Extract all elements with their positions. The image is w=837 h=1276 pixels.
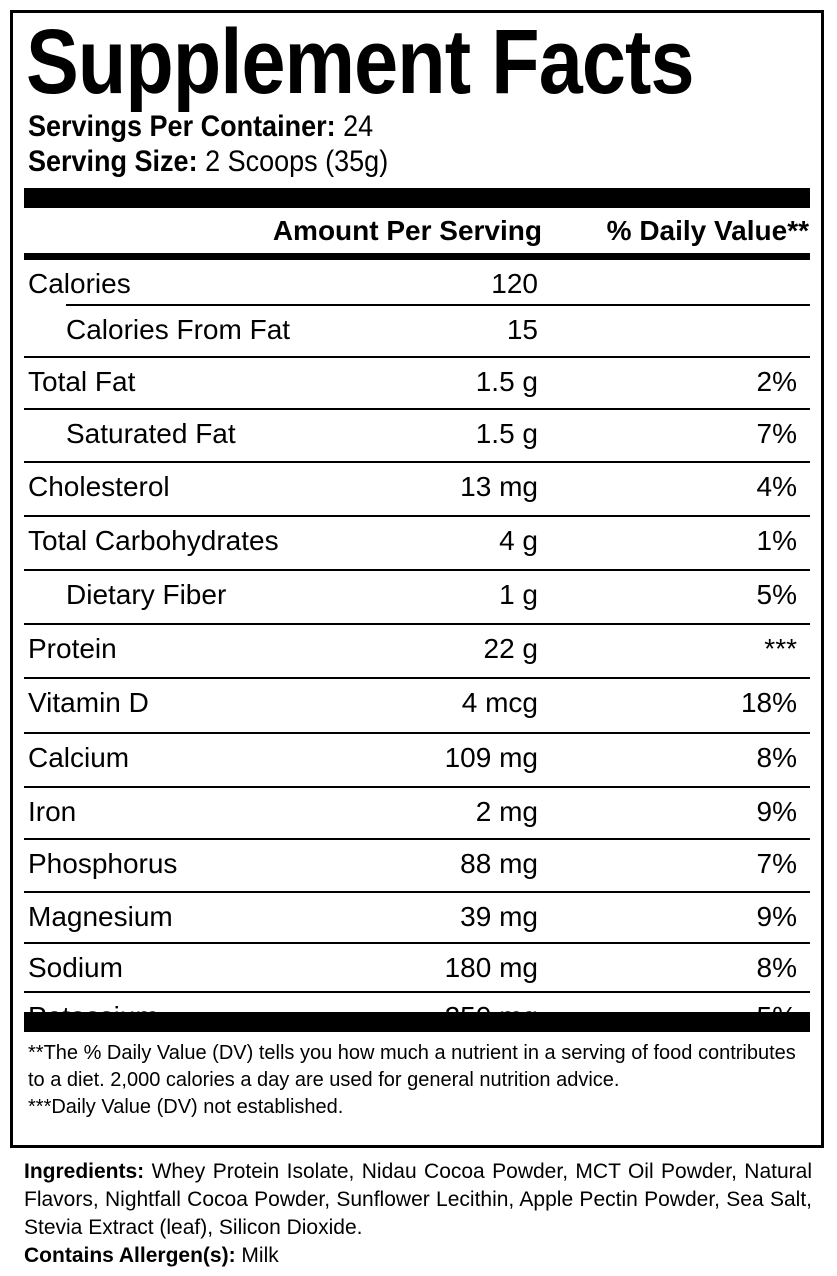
nutrient-dv: 8% — [756, 742, 797, 773]
nutrient-dv: 4% — [756, 471, 797, 502]
nutrient-amount: 1.5 g — [475, 418, 538, 449]
nutrient-name: Sodium — [28, 952, 123, 983]
serving-size: Serving Size: 2 Scoops (35g) — [28, 145, 388, 179]
nutrient-amount: 4 mcg — [461, 687, 538, 718]
nutrient-dv: *** — [764, 633, 797, 664]
nutrient-amount: 1 g — [499, 579, 538, 610]
nutrient-amount: 1.5 g — [475, 366, 538, 397]
allergens-text: Milk — [241, 1244, 279, 1267]
nutrient-dv: 7% — [756, 848, 797, 879]
nutrient-row: Iron 2 mg 9% — [24, 788, 810, 840]
allergens-label: Contains Allergen(s): — [24, 1244, 236, 1267]
nutrient-amount: 180 mg — [444, 952, 538, 983]
nutrient-name: Total Carbohydrates — [28, 525, 279, 556]
servings-label: Servings Per Container: — [28, 110, 336, 143]
nutrient-name: Vitamin D — [28, 687, 149, 718]
nutrient-amount: 120 — [491, 268, 538, 299]
nutrient-row: Calories From Fat 15 — [24, 306, 810, 358]
nutrient-row: Total Fat 1.5 g 2% — [24, 358, 810, 410]
nutrient-name: Phosphorus — [28, 848, 178, 879]
nutrient-amount: 15 — [506, 314, 538, 345]
nutrient-row: Saturated Fat 1.5 g 7% — [24, 410, 810, 463]
nutrient-dv: 9% — [756, 796, 797, 827]
nutrient-name: Magnesium — [28, 901, 173, 932]
nutrient-dv: 2% — [756, 366, 797, 397]
nutrient-row: Total Carbohydrates 4 g 1% — [24, 517, 810, 571]
panel-title: Supplement Facts — [26, 11, 695, 113]
nutrient-row: Dietary Fiber 1 g 5% — [24, 571, 810, 625]
nutrient-name: Cholesterol — [28, 471, 170, 502]
nutrient-amount: 13 mg — [460, 471, 538, 502]
nutrient-row: Sodium 180 mg 8% — [24, 944, 810, 993]
nutrient-name: Calcium — [28, 742, 130, 773]
footnote-not-established: ***Daily Value (DV) not established. — [28, 1096, 344, 1118]
servings-value: 24 — [343, 110, 374, 143]
footnote-dv: **The % Daily Value (DV) tells you how m… — [28, 1042, 796, 1091]
nutrient-dv: 1% — [756, 525, 797, 556]
nutrient-dv: 18% — [740, 687, 797, 718]
amount-header: Amount Per Serving — [272, 215, 542, 246]
nutrient-name: Protein — [28, 633, 117, 664]
nutrient-name: Total Fat — [28, 366, 136, 397]
ingredients-label: Ingredients: — [24, 1160, 145, 1183]
nutrient-amount: 2 mg — [475, 796, 538, 827]
nutrient-dv: 9% — [756, 901, 797, 932]
ingredients-text: Whey Protein Isolate, Nidau Cocoa Powder… — [24, 1160, 813, 1239]
serving-size-value: 2 Scoops (35g) — [205, 145, 389, 178]
nutrient-row: Cholesterol 13 mg 4% — [24, 463, 810, 517]
nutrient-amount: 88 mg — [460, 848, 538, 879]
nutrient-amount: 22 g — [483, 633, 539, 664]
supplement-facts-panel — [10, 10, 824, 1148]
nutrient-name: Calories From Fat — [66, 314, 291, 345]
nutrient-amount: 39 mg — [460, 901, 538, 932]
footnotes: **The % Daily Value (DV) tells you how m… — [28, 1040, 808, 1121]
nutrient-row: Vitamin D 4 mcg 18% — [24, 679, 810, 734]
nutrient-row: Calories 120 — [24, 260, 810, 306]
nutrient-name: Dietary Fiber — [66, 579, 227, 610]
nutrient-amount: 109 mg — [444, 742, 538, 773]
nutrient-row: Magnesium 39 mg 9% — [24, 893, 810, 944]
nutrient-dv: 8% — [756, 952, 797, 983]
ingredients: Ingredients: Whey Protein Isolate, Nidau… — [24, 1158, 812, 1270]
header-divider — [24, 253, 810, 260]
nutrient-row: Phosphorus 88 mg 7% — [24, 840, 810, 893]
nutrient-name: Saturated Fat — [66, 418, 236, 449]
nutrient-table: Calories 120 Calories From Fat 15 Total Fat 1… — [24, 260, 810, 1039]
servings-per-container: Servings Per Container: 24 — [28, 110, 373, 144]
nutrient-name: Iron — [28, 796, 77, 827]
dv-header: % Daily Value** — [606, 215, 809, 246]
nutrient-name: Calories — [28, 268, 131, 299]
nutrient-dv: 5% — [756, 579, 797, 610]
thick-divider — [24, 1012, 810, 1032]
serving-size-label: Serving Size: — [28, 145, 198, 178]
nutrient-row: Protein 22 g *** — [24, 625, 810, 679]
nutrient-dv: 7% — [756, 418, 797, 449]
nutrient-row: Calcium 109 mg 8% — [24, 734, 810, 788]
nutrient-amount: 4 g — [499, 525, 538, 556]
thick-divider — [24, 188, 810, 208]
